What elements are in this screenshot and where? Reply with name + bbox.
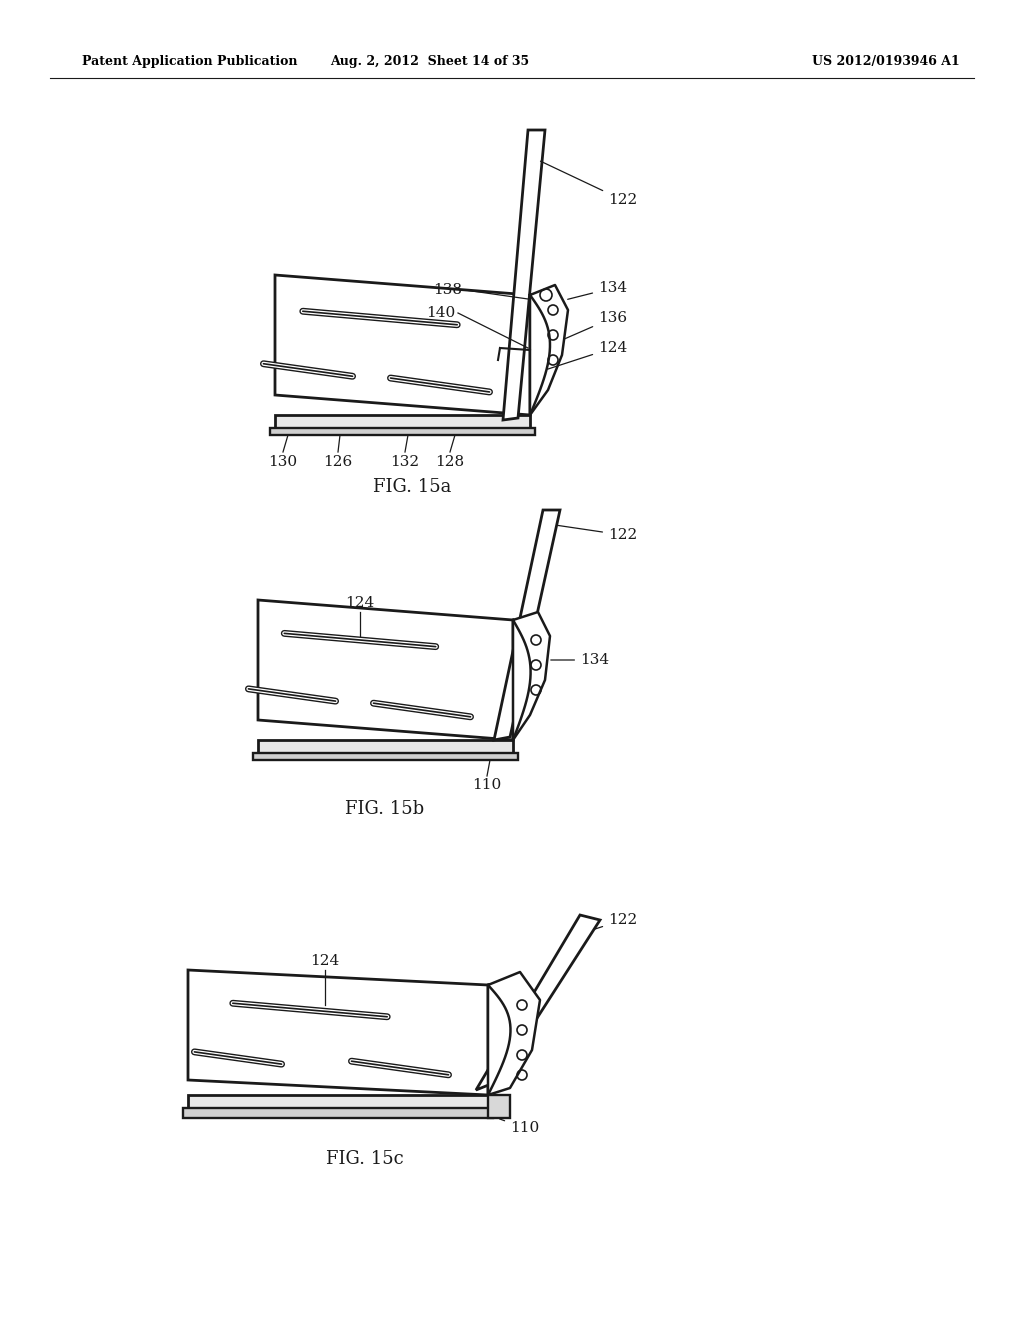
Polygon shape bbox=[476, 915, 600, 1090]
Text: 134: 134 bbox=[567, 281, 627, 300]
Polygon shape bbox=[494, 510, 560, 741]
Text: 124: 124 bbox=[310, 954, 340, 968]
Text: 122: 122 bbox=[541, 161, 637, 207]
Text: 132: 132 bbox=[390, 455, 420, 469]
Text: 122: 122 bbox=[595, 913, 637, 929]
Polygon shape bbox=[530, 285, 568, 414]
Text: Aug. 2, 2012  Sheet 14 of 35: Aug. 2, 2012 Sheet 14 of 35 bbox=[331, 55, 529, 69]
Polygon shape bbox=[183, 1107, 493, 1118]
Text: 124: 124 bbox=[345, 597, 375, 610]
Text: 136: 136 bbox=[564, 312, 627, 339]
Polygon shape bbox=[188, 970, 488, 1096]
Polygon shape bbox=[258, 601, 513, 741]
Text: FIG. 15c: FIG. 15c bbox=[326, 1150, 403, 1168]
Text: 128: 128 bbox=[435, 455, 465, 469]
Text: FIG. 15a: FIG. 15a bbox=[373, 478, 452, 496]
Polygon shape bbox=[503, 129, 545, 420]
Text: 124: 124 bbox=[548, 341, 628, 370]
Text: 130: 130 bbox=[268, 455, 298, 469]
Text: 122: 122 bbox=[558, 525, 637, 543]
Polygon shape bbox=[275, 275, 530, 414]
Text: 110: 110 bbox=[472, 777, 502, 792]
Polygon shape bbox=[270, 428, 535, 436]
Text: 126: 126 bbox=[324, 455, 352, 469]
Polygon shape bbox=[488, 972, 540, 1096]
Text: 138: 138 bbox=[433, 282, 462, 297]
Polygon shape bbox=[275, 414, 530, 428]
Text: 140: 140 bbox=[426, 306, 455, 319]
Text: 110: 110 bbox=[500, 1119, 540, 1135]
Polygon shape bbox=[188, 1096, 488, 1107]
Polygon shape bbox=[488, 1096, 510, 1118]
Text: Patent Application Publication: Patent Application Publication bbox=[82, 55, 298, 69]
Polygon shape bbox=[513, 612, 550, 741]
Text: US 2012/0193946 A1: US 2012/0193946 A1 bbox=[812, 55, 961, 69]
Text: FIG. 15b: FIG. 15b bbox=[345, 800, 425, 818]
Text: 134: 134 bbox=[551, 653, 609, 667]
Polygon shape bbox=[258, 741, 513, 752]
Polygon shape bbox=[253, 752, 518, 760]
